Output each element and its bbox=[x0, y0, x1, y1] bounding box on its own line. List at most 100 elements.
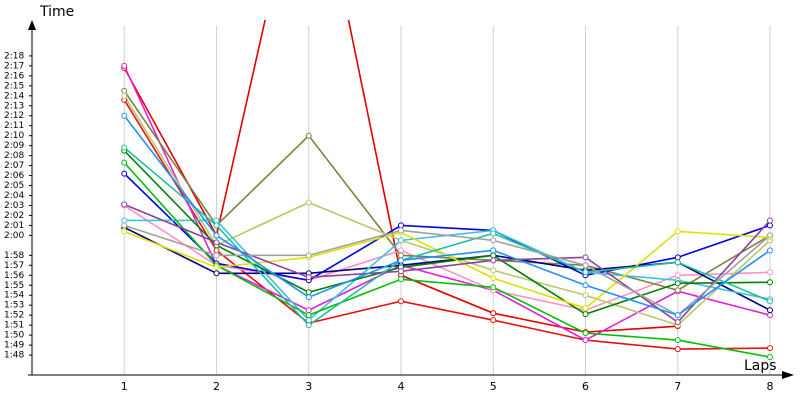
plot-area bbox=[121, 20, 773, 361]
data-point bbox=[674, 337, 681, 344]
data-point bbox=[582, 292, 589, 299]
y-tick-label: 1:48 bbox=[4, 351, 24, 361]
data-point bbox=[121, 159, 128, 166]
data-point bbox=[121, 222, 128, 229]
y-tick-label: 1:57 bbox=[4, 261, 24, 271]
y-tick-label: 1:56 bbox=[4, 271, 24, 281]
x-tick-label: 3 bbox=[305, 380, 312, 393]
series-line bbox=[123, 204, 771, 312]
data-point bbox=[767, 298, 773, 305]
x-tick-label: 7 bbox=[674, 380, 681, 393]
data-point bbox=[121, 92, 128, 99]
x-axis-title: Laps bbox=[744, 358, 777, 374]
y-tick-label: 2:05 bbox=[4, 181, 24, 191]
series-line bbox=[123, 150, 771, 316]
y-axis-arrow bbox=[28, 20, 36, 30]
data-point bbox=[121, 112, 128, 119]
data-point bbox=[305, 294, 312, 301]
data-point bbox=[674, 319, 681, 326]
data-point bbox=[490, 257, 497, 264]
data-point bbox=[674, 272, 681, 279]
data-point bbox=[582, 282, 589, 289]
data-point bbox=[213, 247, 220, 254]
data-point bbox=[213, 232, 220, 239]
y-tick-label: 2:17 bbox=[4, 61, 24, 71]
data-point bbox=[674, 312, 681, 319]
data-point bbox=[582, 305, 589, 312]
data-point bbox=[582, 311, 589, 318]
y-tick-label: 2:06 bbox=[4, 171, 24, 181]
data-point bbox=[674, 259, 681, 266]
data-point bbox=[398, 298, 404, 305]
y-tick-label: 1:51 bbox=[4, 321, 24, 331]
y-tick-label: 2:15 bbox=[4, 81, 24, 91]
data-point bbox=[213, 239, 220, 246]
data-point bbox=[121, 87, 128, 94]
data-point bbox=[674, 228, 681, 235]
data-point bbox=[213, 270, 220, 277]
series-line bbox=[123, 90, 771, 292]
data-point bbox=[767, 222, 773, 229]
series-line bbox=[123, 115, 771, 317]
data-point bbox=[305, 312, 312, 319]
data-point bbox=[490, 275, 497, 282]
data-point bbox=[767, 354, 773, 361]
data-point bbox=[121, 144, 128, 151]
data-point bbox=[305, 289, 312, 296]
data-point bbox=[674, 346, 681, 353]
data-point bbox=[582, 254, 589, 261]
data-point bbox=[305, 317, 312, 324]
y-tick-label: 2:16 bbox=[4, 71, 24, 81]
data-point bbox=[582, 337, 589, 344]
y-tick-label: 1:50 bbox=[4, 331, 24, 341]
data-point bbox=[213, 264, 220, 271]
series-line bbox=[123, 162, 771, 358]
y-tick-label: 2:10 bbox=[4, 131, 24, 141]
data-point bbox=[121, 217, 128, 224]
data-point bbox=[767, 345, 773, 352]
data-point bbox=[582, 262, 589, 269]
x-tick-label: 1 bbox=[121, 380, 128, 393]
data-point bbox=[121, 62, 128, 69]
data-point bbox=[490, 230, 497, 237]
data-point bbox=[674, 254, 681, 261]
y-tick-label: 2:14 bbox=[4, 91, 24, 101]
y-tick-label: 1:55 bbox=[4, 281, 24, 291]
data-point bbox=[398, 227, 404, 234]
y-tick-label: 1:49 bbox=[4, 341, 24, 351]
y-tick-label: 1:54 bbox=[4, 291, 24, 301]
data-point bbox=[490, 252, 497, 259]
y-tick-label: 2:07 bbox=[4, 161, 24, 171]
data-point bbox=[398, 222, 404, 229]
data-point bbox=[398, 252, 404, 259]
y-tick-label: 2:08 bbox=[4, 151, 24, 161]
y-tick-label: 2:01 bbox=[4, 221, 24, 231]
series-line bbox=[123, 147, 771, 327]
y-tick-label: 2:04 bbox=[4, 191, 24, 201]
data-point bbox=[582, 269, 589, 276]
data-point bbox=[398, 237, 404, 244]
data-point bbox=[674, 287, 681, 294]
data-point bbox=[305, 274, 312, 281]
data-point bbox=[767, 279, 773, 286]
data-point bbox=[767, 269, 773, 276]
x-tick-label: 6 bbox=[582, 380, 589, 393]
data-point bbox=[490, 247, 497, 254]
data-point bbox=[213, 217, 220, 224]
y-tick-label: 1:53 bbox=[4, 301, 24, 311]
data-point bbox=[490, 237, 497, 244]
data-point bbox=[767, 232, 773, 239]
data-point bbox=[490, 310, 497, 317]
data-point bbox=[398, 257, 404, 264]
data-point bbox=[305, 307, 312, 314]
data-point bbox=[213, 222, 220, 229]
data-point bbox=[674, 280, 681, 287]
x-tick-label: 4 bbox=[398, 380, 405, 393]
data-point bbox=[121, 228, 128, 235]
series-line bbox=[123, 99, 771, 350]
data-point bbox=[305, 199, 312, 206]
y-tick-label: 2:13 bbox=[4, 101, 24, 111]
data-point bbox=[305, 322, 312, 329]
